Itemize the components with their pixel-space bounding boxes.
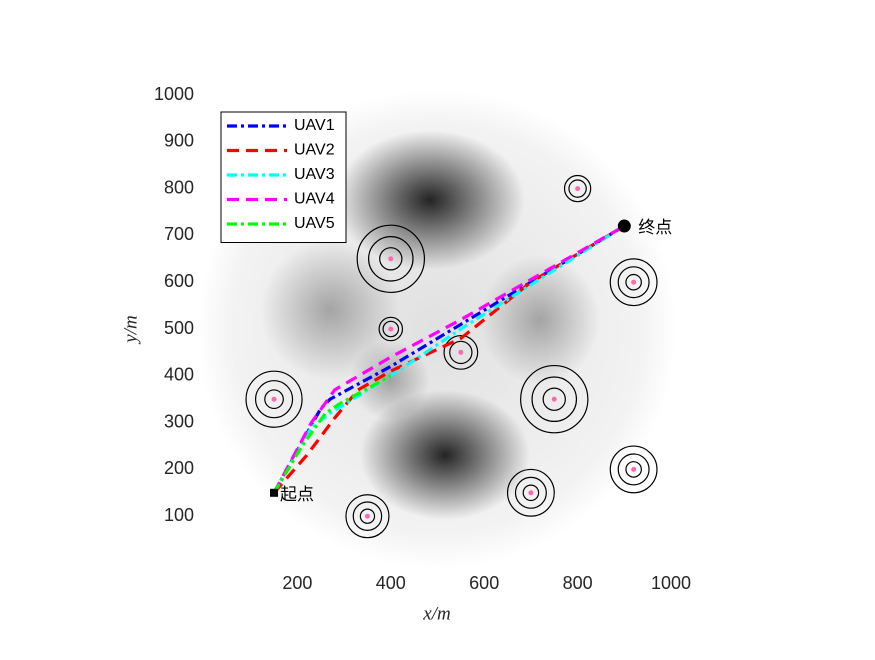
y-tick-label: 500 <box>164 318 194 338</box>
threat-ring <box>245 370 303 428</box>
x-tick-label: 1000 <box>651 573 691 593</box>
y-tick-label: 400 <box>164 365 194 385</box>
legend-box <box>220 111 347 243</box>
y-axis-label: y/m <box>120 315 141 344</box>
x-tick-label: 400 <box>376 573 406 593</box>
start-marker <box>270 488 279 497</box>
threat-ring-inner <box>531 376 578 422</box>
threat-ring-core <box>625 461 642 478</box>
threat-center <box>458 349 464 355</box>
threat-ring <box>443 334 479 370</box>
threat-ring-core <box>522 484 540 502</box>
uav-path <box>272 374 392 494</box>
x-axis-label: x/m <box>422 603 450 624</box>
legend-label: UAV2 <box>294 142 335 159</box>
threat-ring-core <box>379 247 403 271</box>
threat-ring <box>345 494 390 539</box>
threat-center <box>631 279 637 285</box>
threat-ring-core <box>264 389 284 410</box>
x-tick-label: 200 <box>282 573 312 593</box>
x-tick-label: 600 <box>469 573 499 593</box>
threat-ring-inner <box>352 501 383 531</box>
threat-center <box>551 396 557 402</box>
threat-center <box>575 186 581 192</box>
threat-ring-inner <box>254 380 294 419</box>
uav-path <box>272 224 626 494</box>
threat-center <box>528 490 534 496</box>
threat-ring-inner <box>617 266 650 299</box>
threat-ring <box>609 258 658 307</box>
y-tick-label: 900 <box>164 131 194 151</box>
y-tick-label: 100 <box>164 505 194 525</box>
y-tick-label: 600 <box>164 271 194 291</box>
threat-ring <box>520 364 589 434</box>
threat-ring <box>506 468 555 517</box>
y-tick-label: 200 <box>164 458 194 478</box>
x-tick-label: 800 <box>563 573 593 593</box>
threat-ring <box>356 224 426 294</box>
y-tick-label: 1000 <box>154 84 194 104</box>
end-marker <box>617 219 631 233</box>
threat-center <box>271 396 277 402</box>
legend-label: UAV5 <box>294 215 335 232</box>
threat-ring-inner <box>514 476 547 509</box>
threat-center <box>388 326 394 332</box>
y-tick-label: 700 <box>164 224 194 244</box>
threat-ring <box>563 174 592 203</box>
threat-center <box>631 466 637 472</box>
threat-center <box>388 256 394 262</box>
threat-ring-core <box>542 387 566 411</box>
legend-label: UAV1 <box>294 117 335 134</box>
start-label: 起点 <box>280 485 314 505</box>
threat-ring <box>378 316 404 342</box>
legend-label: UAV3 <box>294 166 335 183</box>
uav-path <box>272 224 626 494</box>
threat-ring-inner <box>382 320 400 338</box>
threat-ring-inner <box>568 179 587 198</box>
end-label: 终点 <box>638 218 672 238</box>
threat-ring <box>609 445 658 494</box>
legend-label: UAV4 <box>294 191 335 208</box>
threat-ring-core <box>359 508 376 524</box>
y-tick-label: 800 <box>164 177 194 197</box>
threat-ring-inner <box>449 340 473 365</box>
plot: 200 400 600 800 1000 100 200 300 400 500 600 700 800… <box>154 84 691 593</box>
threat-center <box>364 513 370 519</box>
threat-ring-inner <box>617 453 650 486</box>
threat-ring-inner <box>368 236 414 282</box>
threat-ring-core <box>625 273 642 291</box>
y-tick-label: 300 <box>164 411 194 431</box>
